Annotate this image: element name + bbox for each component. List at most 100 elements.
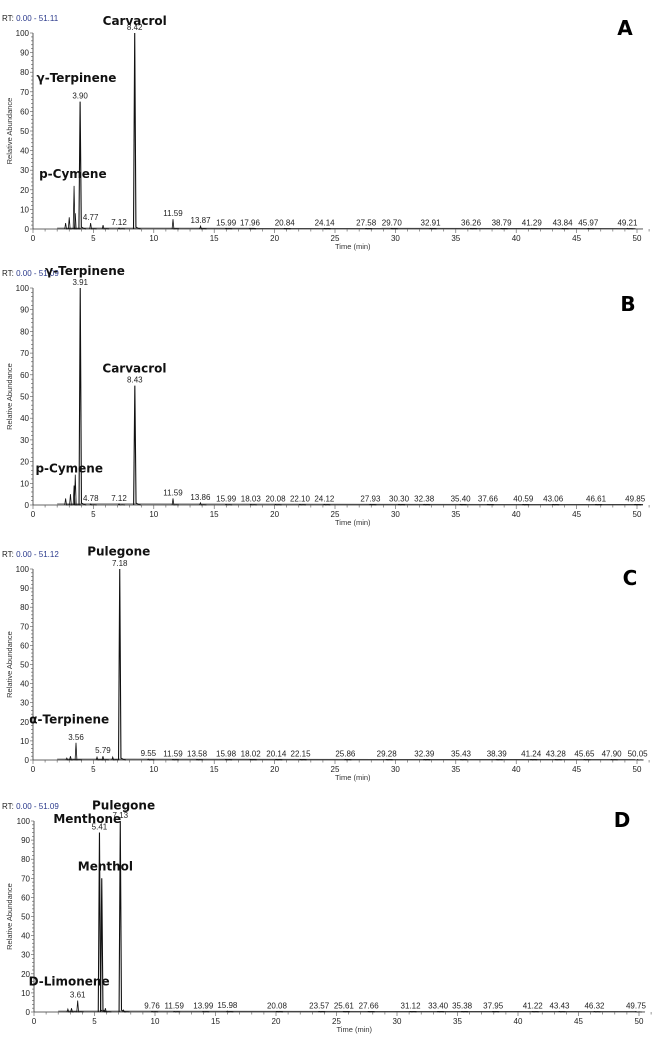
x-tick-label: 15 <box>211 1017 220 1026</box>
peak-label: 27.58 <box>356 218 377 227</box>
peak <box>100 878 108 1013</box>
x-tick-label: 40 <box>512 234 521 243</box>
chromatogram-panel-c: RT: 0.00 - 51.120102030405060708090100Re… <box>2 545 650 782</box>
y-tick-label: 10 <box>21 989 30 998</box>
peak-label: 29.28 <box>377 749 398 758</box>
y-tick-label: 20 <box>20 718 29 727</box>
peak <box>275 758 283 761</box>
peak-label: 7.12 <box>111 218 127 227</box>
y-tick-label: 50 <box>20 393 29 402</box>
peak <box>299 758 307 761</box>
peak-label: 5.79 <box>95 746 111 755</box>
y-tick-label: 70 <box>20 88 29 97</box>
peak <box>486 503 494 506</box>
peak-label: 32.91 <box>421 218 442 227</box>
peak <box>101 224 110 230</box>
panel-letter: D <box>614 808 631 832</box>
peak <box>492 1010 500 1013</box>
x-tick-label: 40 <box>512 510 521 519</box>
x-tick-label: 50 <box>635 1017 644 1026</box>
compound-label: Pulegone <box>87 545 150 559</box>
peak-label: 7.13 <box>112 811 128 820</box>
peak <box>274 503 282 506</box>
panel-letter: B <box>620 292 635 316</box>
x-tick-label: 25 <box>331 765 340 774</box>
y-tick-label: 60 <box>21 893 30 902</box>
peak-label: 43.43 <box>549 1001 570 1010</box>
peak-label: 24.14 <box>315 218 336 227</box>
compound-label: γ-Terpinene <box>37 71 117 85</box>
peak <box>323 227 331 230</box>
y-tick-label: 30 <box>20 436 29 445</box>
peak <box>171 219 180 230</box>
peak-label: 37.66 <box>478 494 499 503</box>
peak <box>610 758 618 761</box>
x-tick-label: 0 <box>31 765 36 774</box>
peak-label: 49.75 <box>626 1001 647 1010</box>
peak <box>583 758 591 761</box>
peak-label: 3.90 <box>72 92 88 101</box>
peak <box>133 385 141 506</box>
peak-label: 32.38 <box>414 494 435 503</box>
y-axis-label: Relative Abundance <box>5 883 14 950</box>
x-tick-label: 35 <box>451 765 460 774</box>
peak <box>636 758 644 761</box>
peak <box>202 1010 210 1013</box>
peak <box>409 1010 417 1013</box>
peak-label: 20.08 <box>267 1001 288 1010</box>
peak <box>554 758 562 761</box>
peak-label: 13.86 <box>190 493 211 502</box>
peak <box>390 227 398 230</box>
x-tick-label: 45 <box>572 765 581 774</box>
y-tick-label: 10 <box>20 205 29 214</box>
chromatogram-panel-d: RT: 0.00 - 51.090102030405060708090100Re… <box>2 799 652 1034</box>
y-tick-label: 50 <box>21 913 30 922</box>
peak <box>74 742 83 761</box>
peak <box>318 1010 326 1013</box>
x-tick-label: 45 <box>572 510 581 519</box>
peak-label: 11.59 <box>165 1001 185 1010</box>
peak-label: 25.61 <box>334 1001 355 1010</box>
peak <box>225 227 233 230</box>
x-tick-label: 10 <box>149 234 158 243</box>
peak <box>283 227 291 230</box>
y-tick-label: 30 <box>20 166 29 175</box>
peak <box>365 227 373 230</box>
peak <box>150 1010 159 1013</box>
peak-label: 4.78 <box>83 494 99 503</box>
x-tick-label: 5 <box>91 234 96 243</box>
peak <box>104 1008 112 1013</box>
x-tick-label: 45 <box>574 1017 583 1026</box>
peak-label: 40.59 <box>513 494 534 503</box>
x-tick-label: 30 <box>391 510 400 519</box>
peak <box>248 227 257 230</box>
x-tick-label: 25 <box>331 234 340 243</box>
peak-label: 22.10 <box>290 494 311 503</box>
x-axis-label: Time (min) <box>335 242 371 251</box>
peak <box>429 227 437 230</box>
peak-label: 45.97 <box>578 218 599 227</box>
peak <box>199 501 207 506</box>
peak <box>634 503 642 506</box>
peak <box>275 1010 284 1013</box>
peak <box>147 758 155 761</box>
y-axis-label: Relative Abundance <box>5 631 14 698</box>
peak <box>323 503 331 506</box>
peak <box>367 1010 375 1013</box>
compound-label: D-Limonene <box>29 974 110 988</box>
x-tick-label: 50 <box>633 765 642 774</box>
compound-label: α-Terpinene <box>29 713 109 727</box>
peak <box>173 1010 181 1013</box>
x-tick-label: 5 <box>91 510 96 519</box>
peak-label: 35.40 <box>451 494 472 503</box>
x-tick-label: 5 <box>92 1017 97 1026</box>
peak-label: 33.40 <box>428 1001 449 1010</box>
x-tick-label: 10 <box>149 510 158 519</box>
peak <box>69 756 77 761</box>
peak <box>73 474 82 506</box>
y-tick-label: 30 <box>21 951 30 960</box>
peak <box>101 756 110 761</box>
peak-label: 43.28 <box>546 749 567 758</box>
peak <box>171 758 180 761</box>
peak <box>298 503 307 506</box>
